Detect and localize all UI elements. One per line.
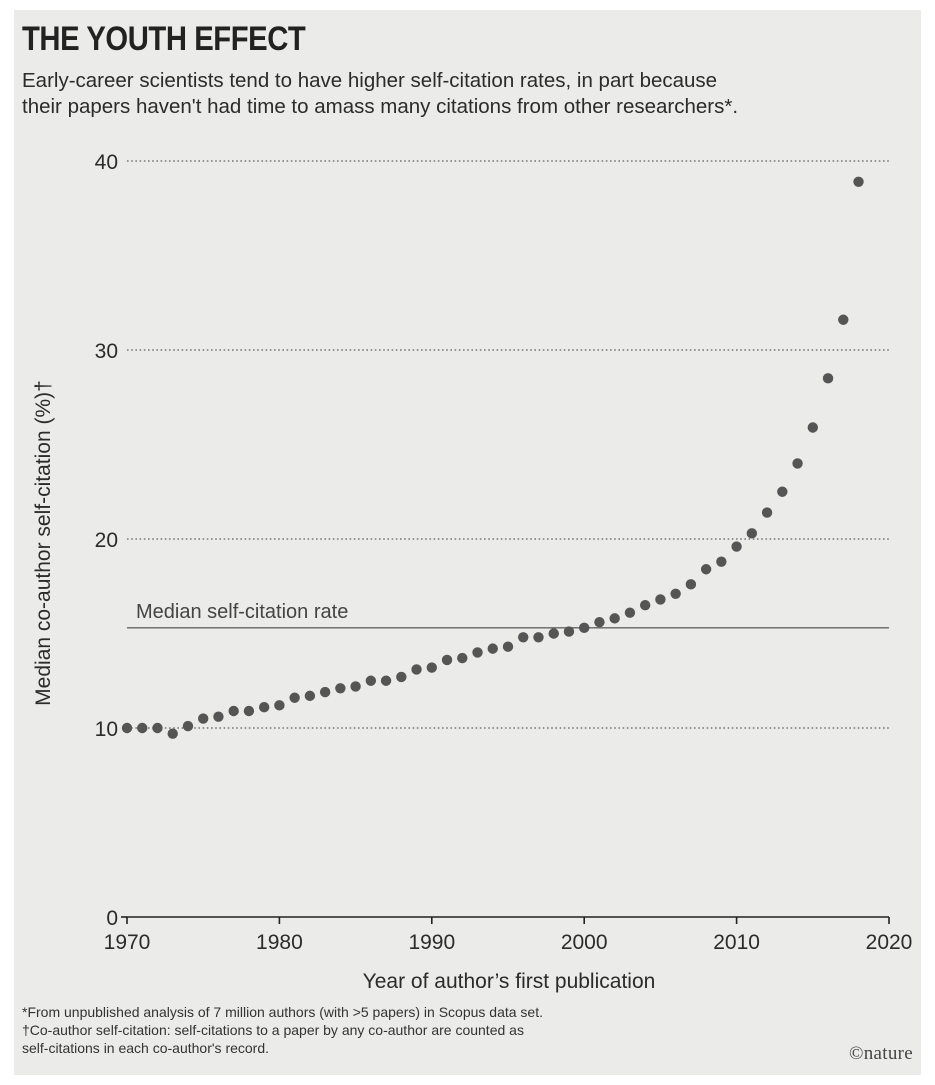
data-point: [411, 664, 422, 675]
data-point: [685, 579, 697, 590]
data-point: [761, 507, 773, 518]
data-point: [639, 599, 651, 611]
data-point: [579, 622, 590, 634]
y-tick-label: 0: [106, 907, 118, 930]
data-point: [853, 176, 864, 187]
chart-title: THE YOUTH EFFECT: [22, 20, 306, 58]
data-point: [716, 556, 727, 567]
footnote-1: *From unpublished analysis of 7 million …: [22, 1004, 543, 1020]
y-tick-label: 40: [95, 151, 118, 174]
data-point: [426, 662, 437, 673]
x-tick-label: 1980: [256, 931, 303, 954]
data-point: [167, 728, 178, 739]
data-point: [350, 681, 361, 692]
nature-logo: ©nature: [848, 1043, 913, 1064]
y-tick-label: 20: [95, 529, 118, 552]
y-tick-label: 10: [95, 718, 118, 741]
reference-line-group: Median self-citation rate: [127, 601, 889, 629]
data-point: [624, 607, 636, 618]
subtitle-line-1: Early-career scientists tend to have hig…: [22, 69, 718, 92]
data-point: [700, 564, 712, 575]
footnote-2: †Co-author self-citation: self-citations…: [22, 1022, 524, 1038]
x-tick-label: 2000: [561, 931, 608, 954]
data-point: [807, 422, 818, 433]
data-point: [777, 486, 788, 497]
data-point: [121, 722, 133, 734]
data-point: [137, 722, 148, 734]
data-point: [472, 647, 483, 658]
data-point: [396, 671, 407, 683]
data-point: [487, 643, 498, 654]
footnotes: *From unpublished analysis of 7 million …: [22, 1003, 822, 1057]
data-point: [258, 702, 270, 713]
x-tick-label: 1990: [408, 931, 455, 954]
data-point: [441, 654, 453, 666]
data-point: [274, 700, 285, 711]
chart-subtitle: Early-career scientists tend to have hig…: [22, 68, 907, 120]
data-point: [319, 686, 331, 698]
data-point: [198, 713, 209, 724]
data-point: [838, 314, 849, 325]
footnote-3: self-citations in each co-author's recor…: [22, 1040, 270, 1056]
data-point: [594, 616, 605, 628]
data-point: [380, 675, 392, 686]
data-point: [182, 720, 194, 732]
data-point: [213, 711, 224, 722]
gridlines: [127, 160, 889, 729]
y-tick-label: 30: [95, 340, 118, 363]
x-tick-label: 2020: [866, 931, 913, 954]
data-point: [746, 528, 758, 539]
x-tick-label: 1970: [104, 931, 151, 954]
data-point: [792, 458, 803, 469]
x-tick-label: 2010: [713, 931, 760, 954]
data-point: [502, 641, 514, 652]
data-point: [152, 722, 163, 734]
data-point: [243, 705, 255, 717]
data-point: [548, 628, 559, 639]
y-axis-label: Median co-author self-citation (%)†: [32, 380, 55, 706]
data-point: [670, 588, 681, 600]
data-point: [609, 613, 620, 624]
data-point: [563, 626, 575, 637]
data-point: [304, 690, 316, 702]
data-point: [457, 652, 468, 664]
axes: 0 10 20 30 40 1970 1980 1990 2000 2010 2020: [95, 151, 913, 954]
data-point: [228, 705, 239, 717]
data-point: [335, 683, 346, 694]
data-point: [289, 692, 300, 703]
x-axis-label: Year of author’s first publication: [363, 970, 656, 993]
data-point: [518, 632, 529, 643]
data-point: [731, 541, 742, 552]
data-point: [533, 632, 544, 643]
data-points: [121, 176, 864, 739]
median-reference-label: Median self-citation rate: [136, 601, 348, 623]
data-point: [822, 373, 834, 384]
data-point: [365, 675, 377, 686]
subtitle-line-2: their papers haven't had time to amass m…: [22, 95, 739, 118]
figure-card: [14, 10, 921, 1075]
data-point: [655, 594, 666, 605]
